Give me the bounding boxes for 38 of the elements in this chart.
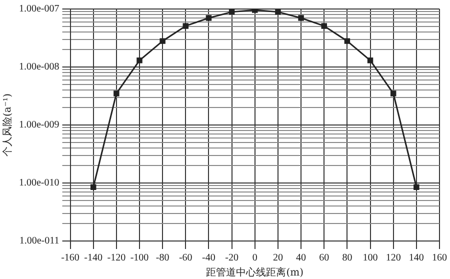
point bbox=[90, 184, 96, 190]
x-tick-label: 80 bbox=[342, 252, 352, 264]
x-tick-label: -100 bbox=[130, 252, 149, 264]
y-tick-label: 1.00e-009 bbox=[18, 120, 60, 131]
x-tick-label: 120 bbox=[386, 252, 401, 264]
y-tick-label: 1.00e-011 bbox=[19, 236, 60, 247]
x-tick-label: -40 bbox=[202, 252, 216, 264]
point bbox=[367, 58, 374, 64]
point bbox=[321, 23, 327, 29]
x-tick-label: -140 bbox=[84, 252, 103, 264]
y-tick-label: 1.00e-010 bbox=[18, 178, 60, 189]
x-tick-label: -80 bbox=[156, 252, 170, 264]
point bbox=[206, 15, 212, 21]
x-tick-label: -120 bbox=[107, 252, 126, 264]
point bbox=[414, 184, 420, 190]
point bbox=[390, 90, 396, 96]
point bbox=[160, 38, 166, 44]
x-tick-label: 140 bbox=[408, 252, 424, 264]
x-tick-label: -20 bbox=[225, 252, 238, 264]
point bbox=[298, 15, 304, 21]
x-tick-label: 20 bbox=[272, 252, 283, 264]
point bbox=[114, 90, 120, 96]
x-axis-title: 距管道中心线距离(m) bbox=[206, 266, 304, 279]
x-tick-label: 100 bbox=[362, 252, 378, 264]
x-tick-label: 60 bbox=[319, 252, 330, 264]
point bbox=[344, 38, 350, 44]
point bbox=[136, 58, 142, 64]
y-axis-title: 个人风险(a⁻¹) bbox=[2, 93, 14, 157]
y-tick-label: 1.00e-008 bbox=[18, 62, 60, 73]
point bbox=[182, 23, 189, 29]
x-tick-label: -60 bbox=[178, 252, 192, 264]
point bbox=[228, 9, 235, 15]
x-tick-label: 0 bbox=[252, 252, 258, 264]
x-tick-label: 160 bbox=[432, 252, 447, 264]
point bbox=[275, 9, 281, 15]
x-tick-label: 40 bbox=[296, 252, 306, 264]
x-tick-label: -160 bbox=[61, 252, 80, 264]
y-tick-label: 1.00e-007 bbox=[18, 4, 60, 15]
